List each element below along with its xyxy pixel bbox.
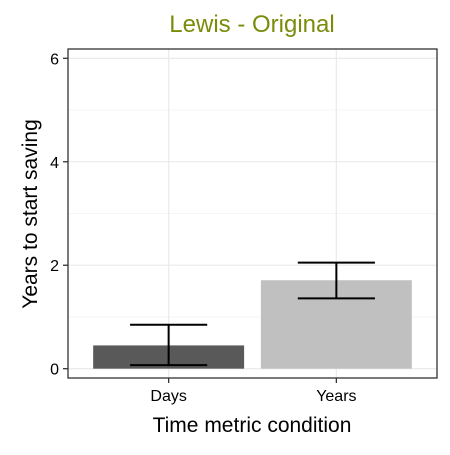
- y-tick-label: 6: [50, 51, 59, 68]
- chart-title: Lewis - Original: [169, 11, 334, 38]
- y-tick-label: 0: [50, 362, 59, 379]
- panel-border: [67, 48, 438, 379]
- x-tick-label-days: Days: [150, 388, 186, 405]
- x-tick-label-years: Years: [316, 388, 356, 405]
- y-axis-label: Years to start saving: [19, 119, 42, 309]
- x-axis-label: Time metric condition: [153, 414, 352, 437]
- plot-area: 0 2 4 6 Days Years: [50, 48, 438, 405]
- y-tick-label: 4: [50, 155, 59, 172]
- y-tick-label: 2: [50, 258, 59, 275]
